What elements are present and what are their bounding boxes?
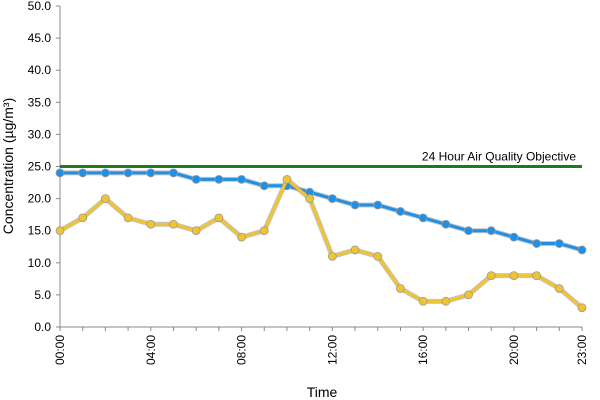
y-tick-label: 0.0 — [34, 320, 51, 334]
data-point — [554, 284, 564, 293]
data-point — [78, 213, 88, 223]
data-point — [464, 290, 473, 300]
data-point — [577, 245, 587, 255]
data-point — [509, 232, 519, 242]
reference-line-group: 24 Hour Air Quality Objective — [60, 150, 582, 168]
data-point — [441, 219, 451, 229]
x-tick-label: 23:00 — [575, 335, 589, 365]
data-point — [486, 271, 496, 281]
x-tick-label: 08:00 — [235, 335, 249, 365]
data-point — [418, 296, 428, 306]
data-point — [191, 226, 201, 236]
data-point — [169, 219, 178, 229]
data-point — [350, 245, 360, 255]
data-point — [214, 213, 224, 223]
data-point — [100, 168, 110, 178]
data-point — [532, 271, 542, 281]
data-point — [78, 168, 88, 178]
x-tick-label: 16:00 — [416, 335, 430, 365]
data-point — [350, 200, 360, 210]
y-tick-label: 50.0 — [28, 0, 52, 13]
data-point — [259, 181, 269, 191]
data-point — [214, 174, 224, 184]
data-point — [396, 284, 405, 293]
y-tick-label: 35.0 — [28, 95, 52, 109]
data-point — [100, 194, 110, 204]
data-point — [146, 219, 156, 229]
data-point — [146, 168, 156, 178]
series-line — [60, 171, 583, 252]
data-point — [373, 200, 383, 210]
data-point — [486, 226, 496, 236]
data-point — [327, 194, 337, 204]
data-point — [259, 226, 269, 236]
y-tick-label: 20.0 — [28, 192, 52, 206]
x-tick-label: 04:00 — [144, 335, 158, 365]
data-point — [327, 251, 337, 261]
series-line-shadow — [58, 176, 584, 310]
x-tick-label: 00:00 — [53, 335, 67, 365]
data-point — [55, 168, 65, 178]
y-tick-label: 40.0 — [28, 63, 52, 77]
data-point — [237, 174, 246, 184]
series-1 — [55, 168, 587, 255]
data-point — [441, 296, 451, 306]
data-point — [55, 226, 65, 236]
x-axis-ticks: 00:00 04:00 08:00 12:00 16:00 20:00 23:00 — [53, 327, 589, 365]
x-axis-title: Time — [307, 384, 338, 400]
data-point — [396, 207, 405, 216]
data-point — [169, 168, 178, 178]
data-point — [532, 239, 542, 248]
y-axis-ticks: 0.0 5.0 10.0 15.0 20.0 25.0 30.0 35.0 40.0 45.0 50… — [28, 0, 60, 334]
y-tick-label: 30.0 — [28, 127, 52, 141]
data-point — [191, 174, 201, 184]
series-group — [55, 168, 587, 313]
y-tick-label: 15.0 — [28, 224, 52, 238]
data-point — [577, 303, 587, 313]
data-point — [123, 168, 133, 178]
series-2 — [55, 174, 587, 313]
data-point — [554, 239, 564, 248]
series-line — [59, 177, 583, 309]
y-axis-title: Concentration (µg/m³) — [0, 98, 16, 234]
data-point — [418, 213, 428, 223]
data-point — [305, 194, 315, 204]
y-tick-label: 10.0 — [28, 256, 52, 270]
air-quality-objective-label: 24 Hour Air Quality Objective — [422, 150, 576, 164]
series-line-shadow — [60, 170, 583, 253]
data-point — [373, 251, 383, 261]
data-point — [509, 271, 519, 281]
y-tick-label: 25.0 — [28, 160, 52, 174]
data-point — [237, 232, 246, 242]
data-point — [464, 226, 473, 236]
y-tick-label: 5.0 — [34, 288, 51, 302]
y-tick-label: 45.0 — [28, 31, 52, 45]
x-tick-label: 20:00 — [507, 335, 521, 365]
x-tick-label: 12:00 — [325, 335, 339, 365]
data-point — [282, 174, 292, 184]
data-point — [123, 213, 133, 223]
